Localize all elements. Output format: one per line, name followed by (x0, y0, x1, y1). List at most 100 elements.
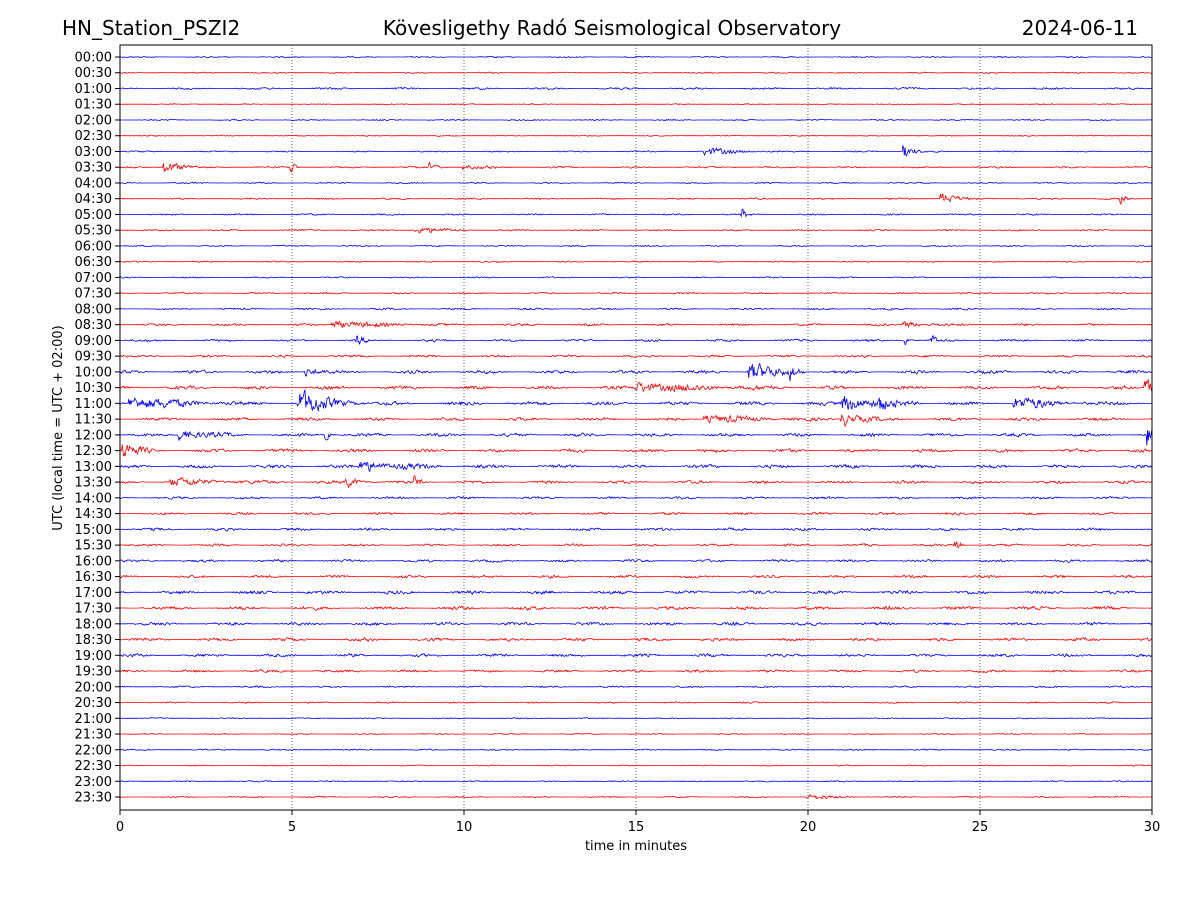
date-title: 2024-06-11 (1022, 16, 1138, 40)
y-tick-label: 21:00 (75, 712, 112, 727)
y-tick-label: 08:00 (75, 302, 112, 317)
y-tick-label: 14:00 (75, 491, 112, 506)
x-tick-label: 10 (456, 820, 473, 835)
y-tick-label: 21:30 (75, 728, 112, 743)
y-tick-label: 14:30 (75, 507, 112, 522)
trace-16:30 (119, 574, 1153, 579)
y-tick-label: 11:30 (75, 413, 112, 428)
trace-11:30 (120, 413, 1153, 427)
trace-19:30 (119, 669, 1153, 674)
y-tick-label: 22:00 (75, 743, 112, 758)
x-axis-label: time in minutes (585, 839, 687, 854)
trace-04:30 (119, 193, 1152, 206)
trace-22:00 (119, 748, 1153, 751)
x-tick-label: 0 (116, 820, 124, 835)
trace-14:30 (119, 511, 1153, 516)
trace-00:30 (119, 71, 1153, 75)
y-tick-label: 11:00 (75, 397, 112, 412)
trace-18:00 (120, 621, 1153, 627)
y-tick-label: 23:00 (75, 775, 112, 790)
trace-23:00 (119, 780, 1152, 783)
y-tick-label: 09:00 (75, 334, 112, 349)
trace-06:30 (119, 260, 1153, 263)
station-title: HN_Station_PSZI2 (62, 16, 240, 40)
y-tick-label: 12:00 (75, 428, 112, 443)
y-tick-label: 17:00 (75, 586, 112, 601)
trace-20:30 (120, 701, 1152, 704)
trace-04:00 (119, 181, 1153, 185)
trace-01:00 (119, 86, 1153, 91)
trace-05:00 (120, 208, 1153, 218)
y-tick-label: 08:30 (75, 318, 112, 333)
chart-title: Kövesligethy Radó Seismological Observat… (383, 16, 841, 40)
y-tick-label: 18:30 (75, 633, 112, 648)
y-tick-label: 18:00 (75, 617, 112, 632)
trace-06:00 (119, 244, 1153, 248)
trace-21:00 (120, 717, 1153, 720)
y-tick-label: 01:00 (75, 82, 112, 97)
y-tick-label: 03:00 (75, 145, 112, 160)
trace-17:00 (119, 589, 1152, 595)
trace-07:30 (119, 291, 1153, 295)
y-tick-label: 09:30 (75, 350, 112, 365)
trace-02:00 (120, 118, 1153, 122)
y-tick-label: 06:00 (75, 239, 112, 254)
trace-03:30 (119, 161, 1153, 173)
trace-22:30 (119, 764, 1153, 767)
y-tick-label: 22:30 (75, 759, 112, 774)
y-tick-label: 17:30 (75, 602, 112, 617)
trace-07:00 (119, 276, 1152, 279)
y-tick-label: 01:30 (75, 98, 112, 113)
y-tick-label: 03:30 (75, 161, 112, 176)
trace-12:30 (119, 444, 1153, 457)
y-tick-label: 13:00 (75, 460, 112, 475)
y-axis: 00:0000:3001:0001:3002:0002:3003:0003:30… (75, 51, 120, 806)
y-tick-label: 07:00 (75, 271, 112, 286)
trace-23:30 (120, 793, 1152, 800)
y-tick-label: 20:30 (75, 696, 112, 711)
y-tick-label: 12:30 (75, 444, 112, 459)
trace-15:30 (119, 541, 1153, 549)
y-tick-label: 10:00 (75, 365, 112, 380)
trace-08:00 (119, 307, 1152, 311)
y-tick-label: 04:00 (75, 176, 112, 191)
x-axis: 0 5 10 15 20 25 30 (116, 810, 1160, 835)
y-tick-label: 00:00 (75, 51, 112, 66)
x-tick-label: 5 (288, 820, 296, 835)
y-tick-label: 20:00 (75, 680, 112, 695)
y-tick-label: 05:30 (75, 224, 112, 239)
y-tick-label: 04:30 (75, 192, 112, 207)
y-tick-label: 15:30 (75, 539, 112, 554)
x-tick-label: 25 (972, 820, 989, 835)
trace-14:00 (119, 495, 1153, 500)
y-tick-label: 00:30 (75, 66, 112, 81)
traces (119, 55, 1153, 800)
trace-09:30 (119, 354, 1153, 359)
trace-13:00 (119, 461, 1152, 473)
trace-16:00 (119, 558, 1153, 563)
trace-01:30 (119, 103, 1152, 106)
y-tick-label: 19:00 (75, 649, 112, 664)
trace-03:00 (119, 144, 1153, 157)
y-tick-label: 02:30 (75, 129, 112, 144)
x-tick-label: 20 (800, 820, 817, 835)
y-tick-label: 23:30 (75, 791, 112, 806)
trace-08:30 (119, 320, 1153, 329)
trace-10:00 (119, 362, 1153, 382)
trace-21:30 (120, 732, 1153, 736)
y-tick-label: 19:30 (75, 665, 112, 680)
y-tick-label: 02:00 (75, 113, 112, 128)
y-tick-label: 10:30 (75, 381, 112, 396)
y-tick-label: 05:00 (75, 208, 112, 223)
trace-12:00 (119, 428, 1153, 446)
x-tick-label: 15 (628, 820, 645, 835)
y-tick-label: 15:00 (75, 523, 112, 538)
trace-05:30 (120, 227, 1153, 234)
trace-17:30 (119, 605, 1153, 611)
grid-lines (291, 45, 981, 810)
trace-19:00 (119, 653, 1153, 658)
trace-11:00 (119, 388, 1153, 412)
trace-18:30 (120, 636, 1153, 642)
x-tick-label: 30 (1144, 820, 1161, 835)
